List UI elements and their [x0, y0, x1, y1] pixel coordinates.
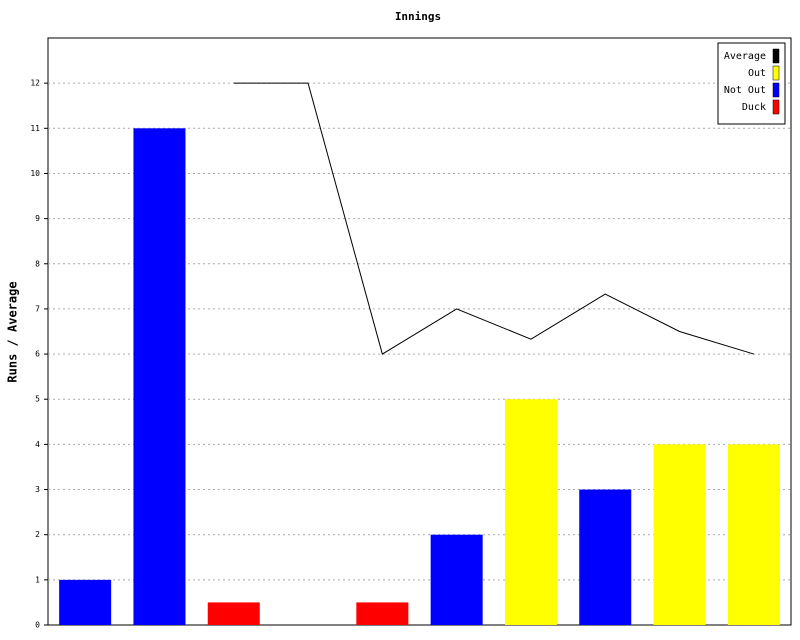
legend-label: Average	[724, 51, 766, 62]
y-tick-label: 7	[35, 304, 40, 313]
y-tick-label: 5	[35, 395, 40, 404]
legend-label: Duck	[742, 102, 766, 113]
chart-title: Innings	[395, 10, 441, 23]
legend-swatch	[772, 99, 780, 115]
legend-swatch	[772, 48, 780, 64]
legend-swatch	[772, 82, 780, 98]
y-tick-label: 9	[35, 214, 40, 223]
bar	[727, 444, 780, 625]
legend-label: Out	[748, 68, 766, 79]
y-tick-label: 10	[30, 169, 40, 178]
y-tick-label: 12	[30, 79, 40, 88]
y-tick-label: 0	[35, 621, 40, 630]
y-tick-label: 8	[35, 259, 40, 268]
bar	[653, 444, 706, 625]
bar	[579, 489, 632, 625]
y-axis-label: Runs / Average	[6, 281, 20, 382]
y-tick-label: 4	[35, 440, 40, 449]
y-tick-label: 2	[35, 530, 40, 539]
bar	[133, 128, 186, 626]
y-tick-label: 1	[35, 575, 40, 584]
legend-label: Not Out	[724, 85, 766, 96]
bar	[356, 602, 409, 625]
y-tick-label: 6	[35, 350, 40, 359]
bar	[59, 579, 112, 625]
line	[233, 82, 754, 355]
bar	[504, 399, 557, 625]
legend-swatch	[772, 65, 780, 81]
bar	[430, 534, 483, 625]
plot-frame	[47, 37, 792, 626]
bar	[207, 602, 260, 625]
y-tick-label: 3	[35, 485, 40, 494]
y-tick-label: 11	[30, 124, 40, 133]
